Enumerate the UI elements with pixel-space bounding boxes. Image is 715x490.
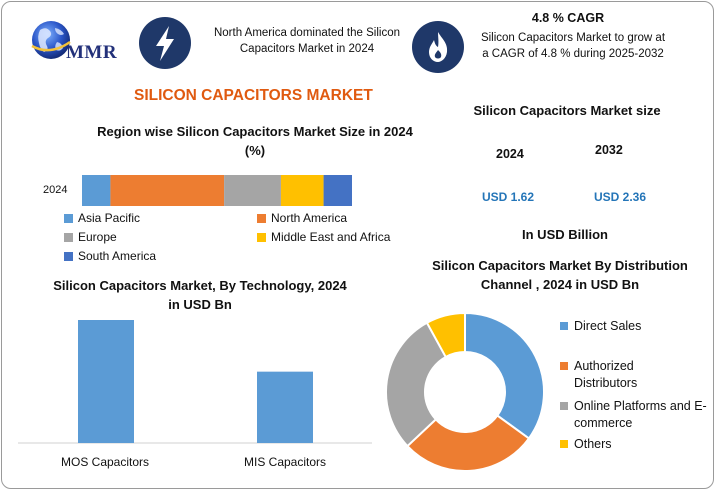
unit-note: In USD Billion (522, 227, 608, 242)
region-bar-segment-north-america (110, 175, 225, 206)
globe-icon (31, 21, 71, 59)
region-bar-segment-south-america (323, 175, 352, 206)
lightning-bolt-icon (139, 17, 191, 69)
donut-slice-online-platforms-and-e-commerce (385, 321, 448, 448)
market-size-2024-value: USD 1.62 (482, 190, 535, 204)
distribution-chart-title: Silicon Capacitors Market By Distributio… (432, 258, 688, 292)
donut-slice-direct-sales (464, 311, 545, 440)
legend-swatch-others (560, 440, 568, 448)
technology-bar-mos-capacitors (78, 320, 134, 443)
legend-north-america: North America (257, 211, 347, 225)
category-label-mis: MIS Capacitors (243, 455, 327, 469)
region-bar-segment-asia-pacific (82, 175, 111, 206)
legend-swatch-online-platforms (560, 402, 568, 410)
legend-south-america: South America (64, 249, 156, 263)
north-america-dominance-text: North America dominated the Silicon Capa… (213, 27, 400, 55)
legend-online-platforms: Online Platforms and E-commerce (560, 398, 708, 432)
category-label-mos: MOS Capacitors (60, 455, 150, 469)
technology-chart-title: Silicon Capacitors Market, By Technology… (53, 278, 347, 312)
legend-direct-sales: Direct Sales (560, 318, 710, 335)
donut-slice-authorized-distributors (405, 414, 531, 472)
market-size-title: Silicon Capacitors Market size (473, 103, 661, 118)
legend-europe: Europe (64, 230, 117, 244)
cagr-description: Silicon Capacitors Market to grow at a C… (480, 32, 666, 60)
legend-swatch-europe (64, 232, 73, 242)
flame-icon (412, 21, 464, 73)
region-category-label: 2024 (43, 184, 68, 196)
region-bar-segment-europe (224, 175, 281, 206)
legend-swatch-north-america (257, 213, 266, 223)
legend-swatch-middle-east-africa (257, 232, 266, 242)
legend-asia-pacific: Asia Pacific (64, 211, 140, 225)
brand-logo: MMR (66, 42, 118, 63)
technology-bar-mis-capacitors (257, 371, 313, 443)
legend-swatch-authorized-distributors (560, 362, 568, 370)
year-2032-label: 2032 (595, 143, 623, 157)
page-title: SILICON CAPACITORS MARKET (134, 87, 373, 104)
legend-swatch-asia-pacific (64, 213, 73, 223)
legend-swatch-direct-sales (560, 322, 568, 330)
year-2024-label: 2024 (496, 147, 524, 161)
region-bar-segment-middle-east-and-africa (280, 175, 324, 206)
legend-middle-east-africa: Middle East and Africa (257, 230, 390, 244)
market-size-2032-value: USD 2.36 (594, 190, 647, 204)
cagr-title: 4.8 % CAGR (531, 11, 605, 25)
legend-authorized-distributors: Authorized Distributors (560, 358, 660, 392)
legend-swatch-south-america (64, 251, 73, 261)
legend-others: Others (560, 436, 700, 453)
donut-slice-others (425, 311, 466, 359)
region-chart-title: Region wise Silicon Capacitors Market Si… (97, 124, 413, 158)
